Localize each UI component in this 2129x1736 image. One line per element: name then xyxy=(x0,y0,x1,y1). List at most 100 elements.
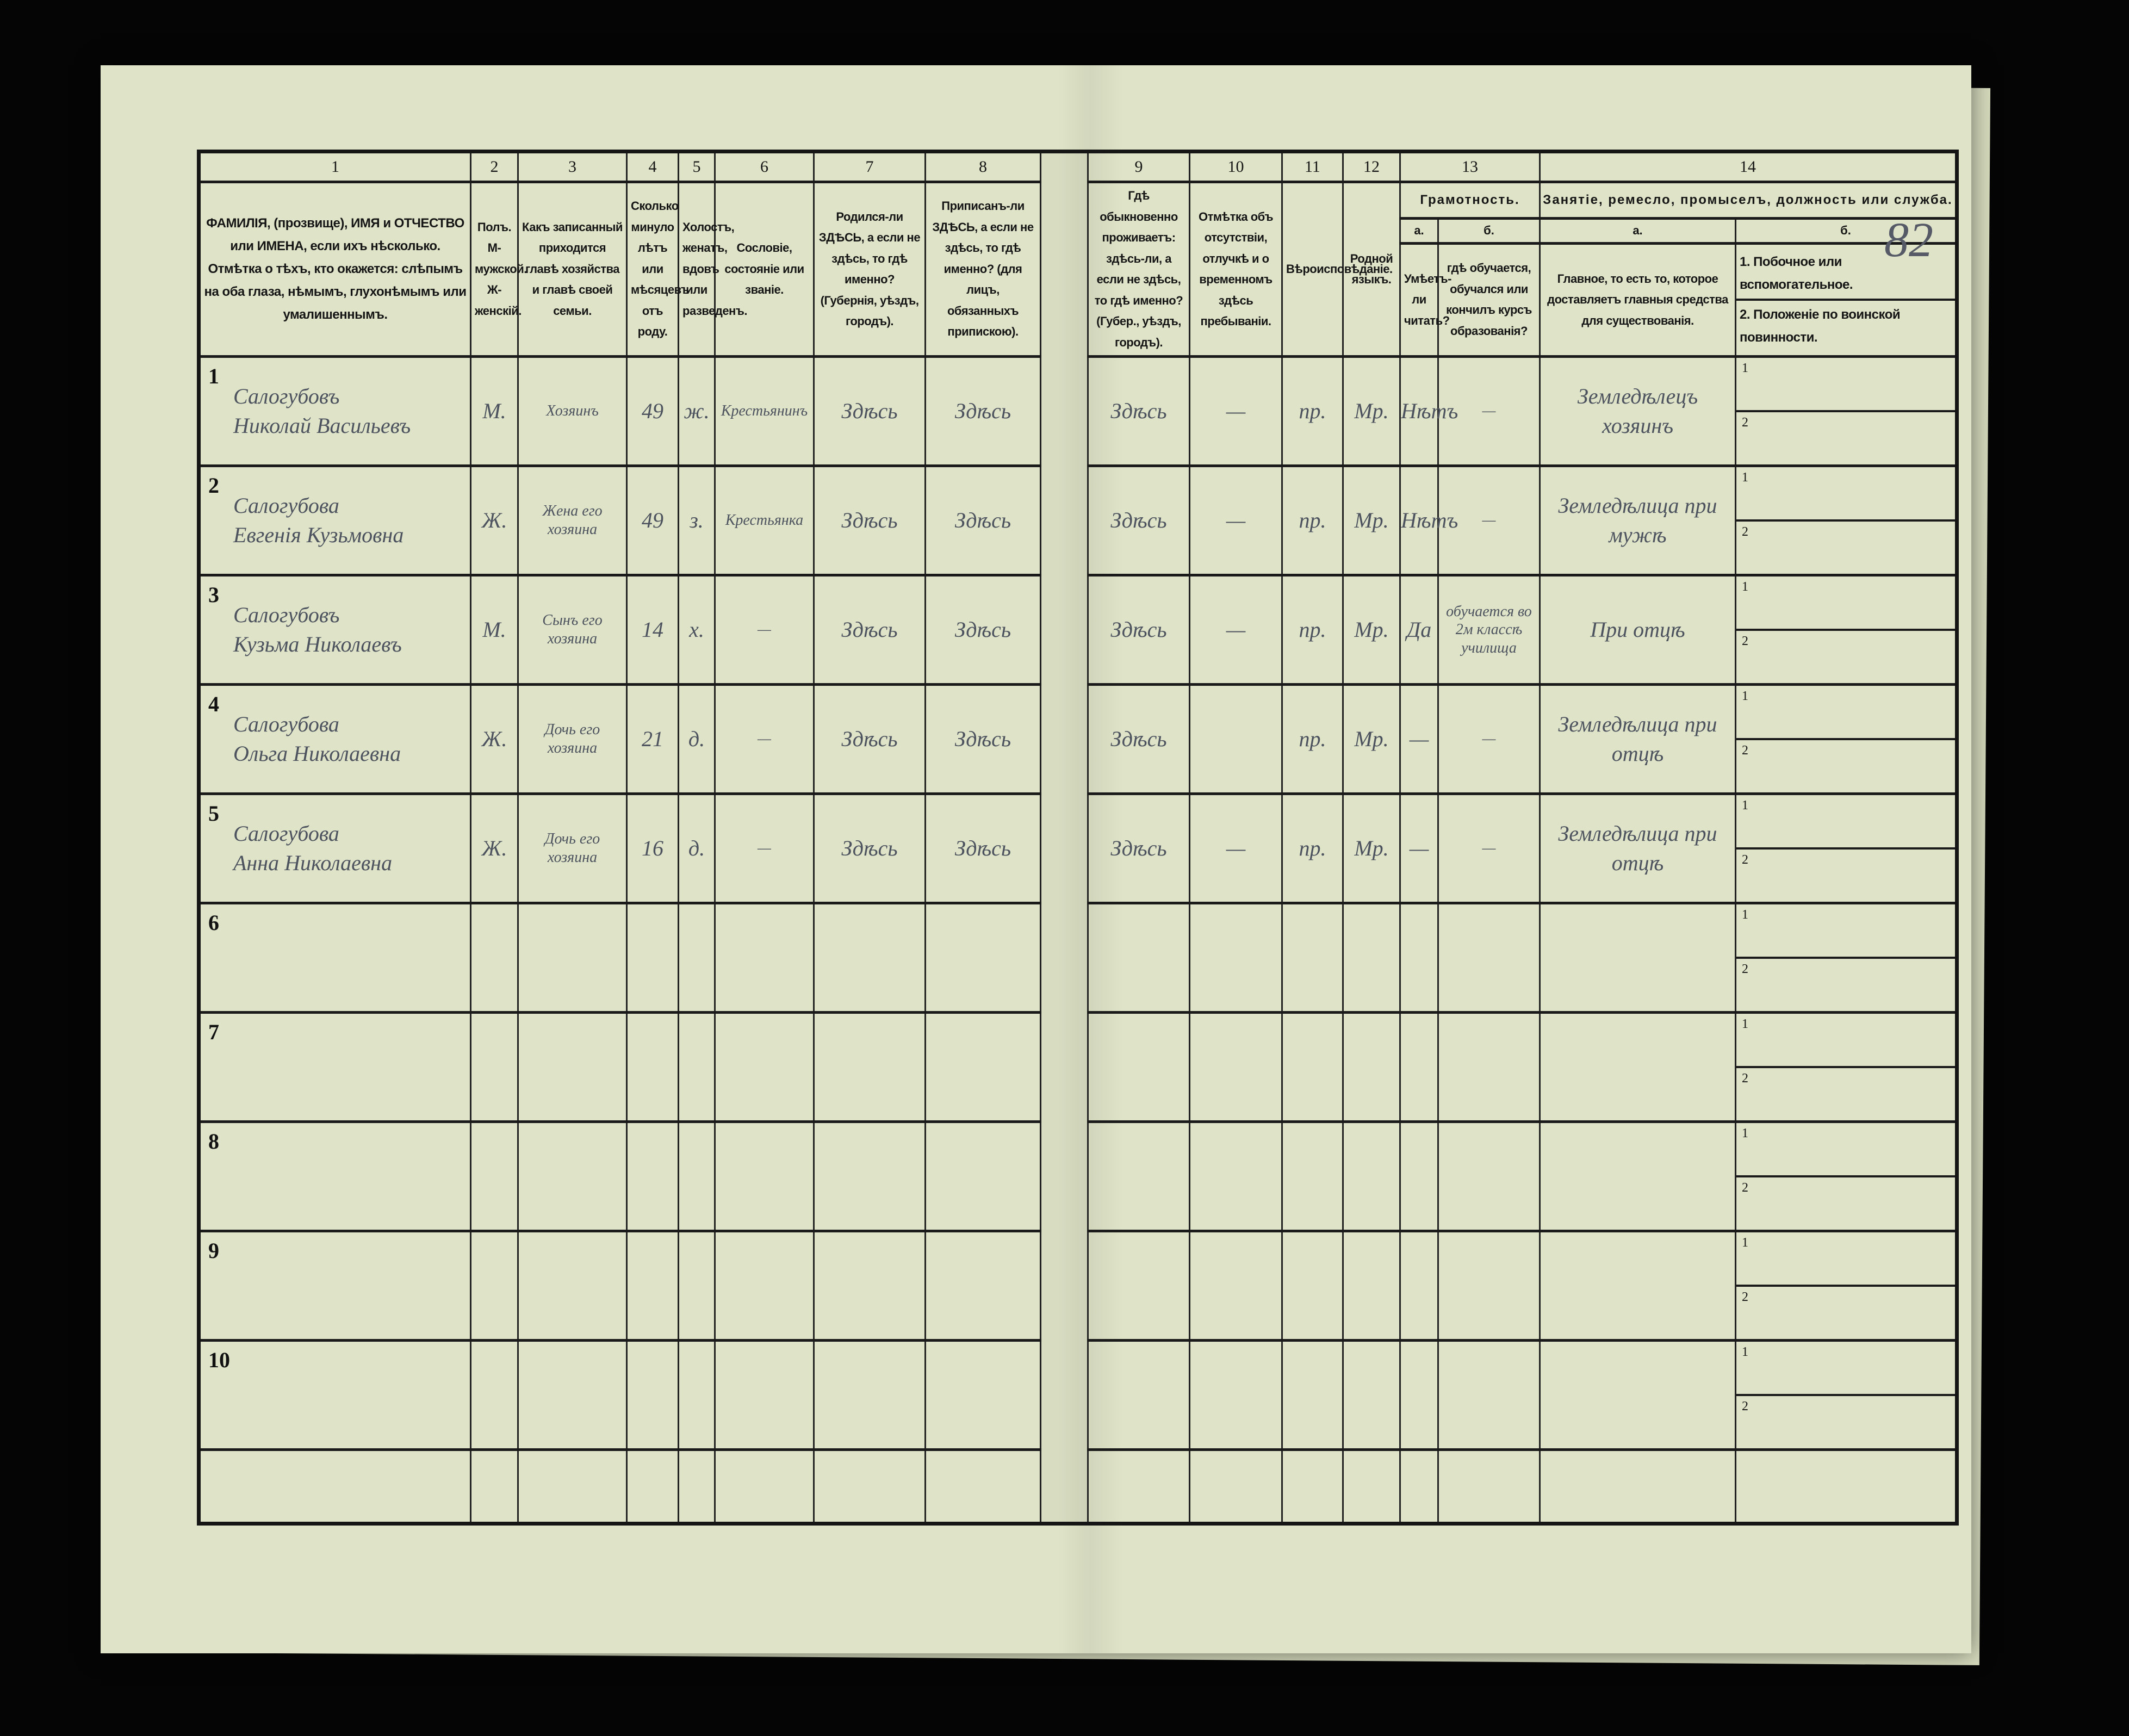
cell-language: Мр. xyxy=(1342,792,1401,904)
table-row: 10 1 2 xyxy=(198,1339,1958,1451)
cell-resides xyxy=(1087,1339,1190,1451)
relation-value: Жена его хозяина xyxy=(542,503,603,538)
cell-name: 1 Салогубовъ Николай Васильевъ xyxy=(198,355,471,467)
secondary-line-2: 2 xyxy=(1736,410,1955,464)
secondary-line-1: 1 xyxy=(1742,689,1748,703)
registered-value: Здѣсь xyxy=(954,836,1011,860)
relation-value: Дочь его хозяина xyxy=(544,721,600,757)
cell-registered: Здѣсь xyxy=(924,355,1041,467)
cell-sex: Ж. xyxy=(470,792,519,904)
table-row: 5 Салогубова Анна Николаевна Ж. Дочь его хоз… xyxy=(198,792,1958,904)
sex-value: Ж. xyxy=(481,508,507,532)
schooling-value: — xyxy=(1482,402,1496,420)
cell-religion: пр. xyxy=(1281,792,1344,904)
given-names: Ольга Николаевна xyxy=(233,741,401,766)
header-occupation: Занятіе, ремесло, промыселъ, должность и… xyxy=(1539,181,1958,220)
cell-schooling xyxy=(1437,1011,1541,1123)
secondary-line-1: 1 xyxy=(1742,1236,1748,1250)
cell-absence xyxy=(1189,1339,1283,1451)
cell-religion: пр. xyxy=(1281,464,1344,576)
cell-born: Здѣсь xyxy=(813,792,926,904)
cell-absence xyxy=(1189,902,1283,1014)
census-form-sheet: 1 2 3 4 5 6 7 8 9 10 11 12 13 14 ФАМИЛІЯ… xyxy=(101,65,1971,1653)
language-value: Мр. xyxy=(1354,399,1389,423)
fold-gutter xyxy=(1040,1121,1089,1231)
header-residence: Гдѣ обыкновенно проживаетъ: здѣсь-ли, а … xyxy=(1087,181,1190,358)
cell-language xyxy=(1342,1339,1401,1451)
cell-marital: з. xyxy=(678,464,716,576)
cell-marital xyxy=(678,902,716,1014)
cell-schooling xyxy=(1437,1339,1541,1451)
blank-cell xyxy=(1399,1448,1439,1525)
literate-value: — xyxy=(1409,836,1429,860)
col-num: 8 xyxy=(924,150,1041,183)
row-number: 4 xyxy=(208,692,219,716)
row-number: 5 xyxy=(208,801,219,826)
header-13b-label: б. xyxy=(1437,216,1541,245)
cell-literate xyxy=(1399,1230,1439,1342)
blank-cell xyxy=(470,1448,519,1525)
row-number: 9 xyxy=(208,1238,219,1263)
cell-marital xyxy=(678,1339,716,1451)
cell-absence: — xyxy=(1189,792,1283,904)
schooling-value: — xyxy=(1482,512,1496,529)
header-secondary-occupation: 1. Побочное или вспомогательное. xyxy=(1740,254,1853,292)
header-schooling: гдѣ обучается, обучался или кончилъ курс… xyxy=(1437,241,1541,358)
table-row: 2 Салогубова Евгенія Кузьмовна Ж. Жена его х… xyxy=(198,464,1958,576)
sex-value: Ж. xyxy=(481,836,507,860)
col-num: 10 xyxy=(1189,150,1283,183)
cell-religion xyxy=(1281,1011,1344,1123)
header-14b-label: б. xyxy=(1735,216,1958,245)
cell-resides: Здѣсь xyxy=(1087,355,1190,467)
language-value: Мр. xyxy=(1354,617,1389,642)
secondary-line-1: 1 xyxy=(1742,1126,1748,1140)
occupation-value: Земледѣлица при отцѣ xyxy=(1558,821,1717,875)
header-language: Родной языкъ. xyxy=(1342,181,1401,358)
cell-estate: — xyxy=(714,683,815,795)
cell-relation: Хозяинъ xyxy=(517,355,628,467)
cell-registered xyxy=(924,1339,1041,1451)
cell-relation xyxy=(517,1011,628,1123)
cell-absence xyxy=(1189,1230,1283,1342)
cell-occupation: Земледѣлица при отцѣ xyxy=(1539,683,1736,795)
cell-marital xyxy=(678,1230,716,1342)
estate-value: — xyxy=(758,840,771,857)
cell-marital xyxy=(678,1120,716,1232)
cell-marital: д. xyxy=(678,792,716,904)
blank-cell xyxy=(1281,1448,1344,1525)
cell-sex xyxy=(470,1011,519,1123)
absence-value: — xyxy=(1226,508,1246,532)
cell-estate: Крестьянка xyxy=(714,464,815,576)
cell-marital: ж. xyxy=(678,355,716,467)
row-number: 3 xyxy=(208,582,219,607)
schooling-value: — xyxy=(1482,730,1496,748)
cell-sex: Ж. xyxy=(470,464,519,576)
cell-name: 9 xyxy=(198,1230,471,1342)
literate-value: Нѣтъ xyxy=(1401,399,1458,423)
fold-gutter xyxy=(1040,684,1089,794)
secondary-line-2: 2 xyxy=(1736,1066,1955,1120)
cell-language xyxy=(1342,1011,1401,1123)
col-num: 2 xyxy=(470,150,519,183)
religion-value: пр. xyxy=(1299,727,1326,751)
col-num: 13 xyxy=(1399,150,1541,183)
cell-estate: Крестьянинъ xyxy=(714,355,815,467)
cell-born: Здѣсь xyxy=(813,574,926,686)
cell-registered: Здѣсь xyxy=(924,464,1041,576)
cell-estate xyxy=(714,1230,815,1342)
col-num: 11 xyxy=(1281,150,1344,183)
header-marital: Холостъ, женатъ, вдовъ или разведенъ. xyxy=(678,181,748,358)
cell-occupation xyxy=(1539,1011,1736,1123)
secondary-line-2: 2 xyxy=(1736,1285,1955,1339)
surname: Салогубова xyxy=(233,493,339,518)
cell-registered: Здѣсь xyxy=(924,792,1041,904)
cell-born xyxy=(813,1011,926,1123)
cell-estate xyxy=(714,1011,815,1123)
secondary-line-1: 1 xyxy=(1742,470,1748,485)
